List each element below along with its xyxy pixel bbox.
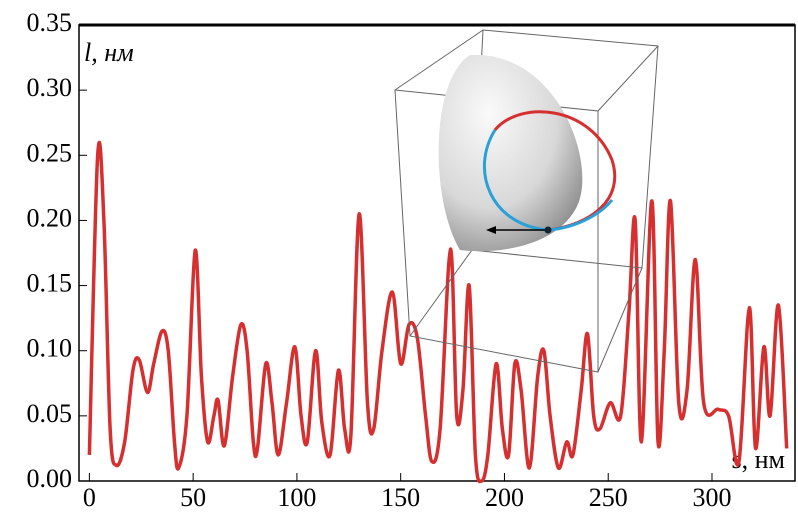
x-tick-label: 300 (692, 483, 731, 512)
y-tick-label: 0.25 (27, 138, 73, 167)
y-tick-label: 0.30 (27, 73, 73, 102)
x-tick-label: 100 (277, 483, 316, 512)
x-tick-label: 0 (83, 483, 96, 512)
y-tick-label: 0.15 (27, 269, 73, 298)
inset (394, 29, 659, 373)
line (87, 140, 789, 484)
x-tick-label: 50 (180, 483, 206, 512)
y-axis-label: l, нм (84, 38, 134, 67)
y-tick-label: 0.10 (27, 334, 73, 363)
x-tick-label: 150 (381, 483, 420, 512)
y-tick-label: 0.00 (27, 464, 73, 493)
y-tick-label: 0.35 (27, 8, 73, 37)
y-tick-label: 0.05 (27, 399, 73, 428)
x-tick-label: 200 (485, 483, 524, 512)
y-tick-label: 0.20 (27, 203, 73, 232)
x-tick-label: 250 (589, 483, 628, 512)
